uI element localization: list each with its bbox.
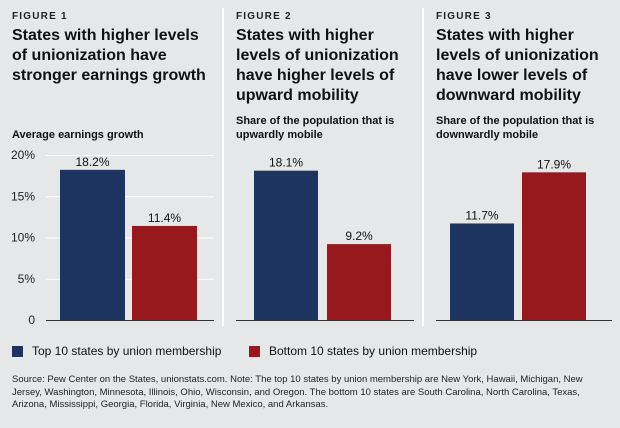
y-tick-label: 0 [28, 313, 35, 327]
bar-value-label: 11.4% [148, 211, 181, 225]
figure-2-subtitle: Share of the population that is upwardly… [236, 115, 395, 141]
legend-swatch-top [12, 345, 23, 357]
y-tick-label: 20% [11, 148, 35, 162]
figure-1-label: FIGURE 1 [12, 11, 68, 22]
bar-top [450, 223, 514, 320]
bar-value-label: 18.1% [269, 156, 303, 170]
bar-top [60, 169, 125, 320]
figure-3-subtitle: Share of the population that is downward… [436, 115, 595, 141]
bar-bottom [327, 244, 391, 320]
bar-value-label: 9.2% [345, 229, 373, 243]
figure-2-chart: 18.1% 9.2% [236, 156, 414, 321]
bar-value-label: 17.9% [537, 157, 571, 171]
legend-label-bottom: Bottom 10 states by union membership [269, 344, 478, 358]
legend-item-bottom: Bottom 10 states by union membership [249, 344, 477, 358]
figure-2-panel: FIGURE 2 States with higher levels of un… [224, 0, 422, 334]
figure-3-label: FIGURE 3 [436, 11, 492, 22]
y-tick-label: 15% [11, 189, 35, 203]
figure-2-title: States with higher levels of unionizatio… [236, 27, 399, 104]
bar-bottom [132, 225, 197, 320]
legend-swatch-bottom [249, 345, 260, 357]
y-tick-label: 10% [11, 231, 35, 245]
figure-2-label: FIGURE 2 [236, 11, 292, 22]
bar-bottom [522, 172, 586, 320]
figure-1-chart: 0 5% 10% 15% 20% 18.2% 11.4% [11, 148, 214, 327]
legend: Top 10 states by union membership Bottom… [12, 344, 612, 360]
figure-3-title: States with higher levels of unionizatio… [436, 27, 599, 104]
figure-3-panel: FIGURE 3 States with higher levels of un… [424, 0, 620, 334]
figure-1-panel: FIGURE 1 States with higher levels of un… [0, 0, 222, 334]
y-tick-label: 5% [18, 272, 36, 286]
figure-1-subtitle: Average earnings growth [12, 129, 144, 141]
legend-item-top: Top 10 states by union membership [12, 344, 221, 358]
figure-1-title: States with higher levels of unionizatio… [12, 27, 206, 84]
legend-label-top: Top 10 states by union membership [32, 344, 222, 358]
figure-3-chart: 11.7% 17.9% [436, 157, 612, 321]
panel-divider [222, 8, 224, 326]
bar-value-label: 18.2% [75, 155, 109, 169]
panel-divider [422, 8, 424, 326]
source-note: Source: Pew Center on the States, unions… [12, 374, 583, 410]
bar-value-label: 11.7% [465, 208, 498, 222]
bar-top [254, 170, 318, 320]
